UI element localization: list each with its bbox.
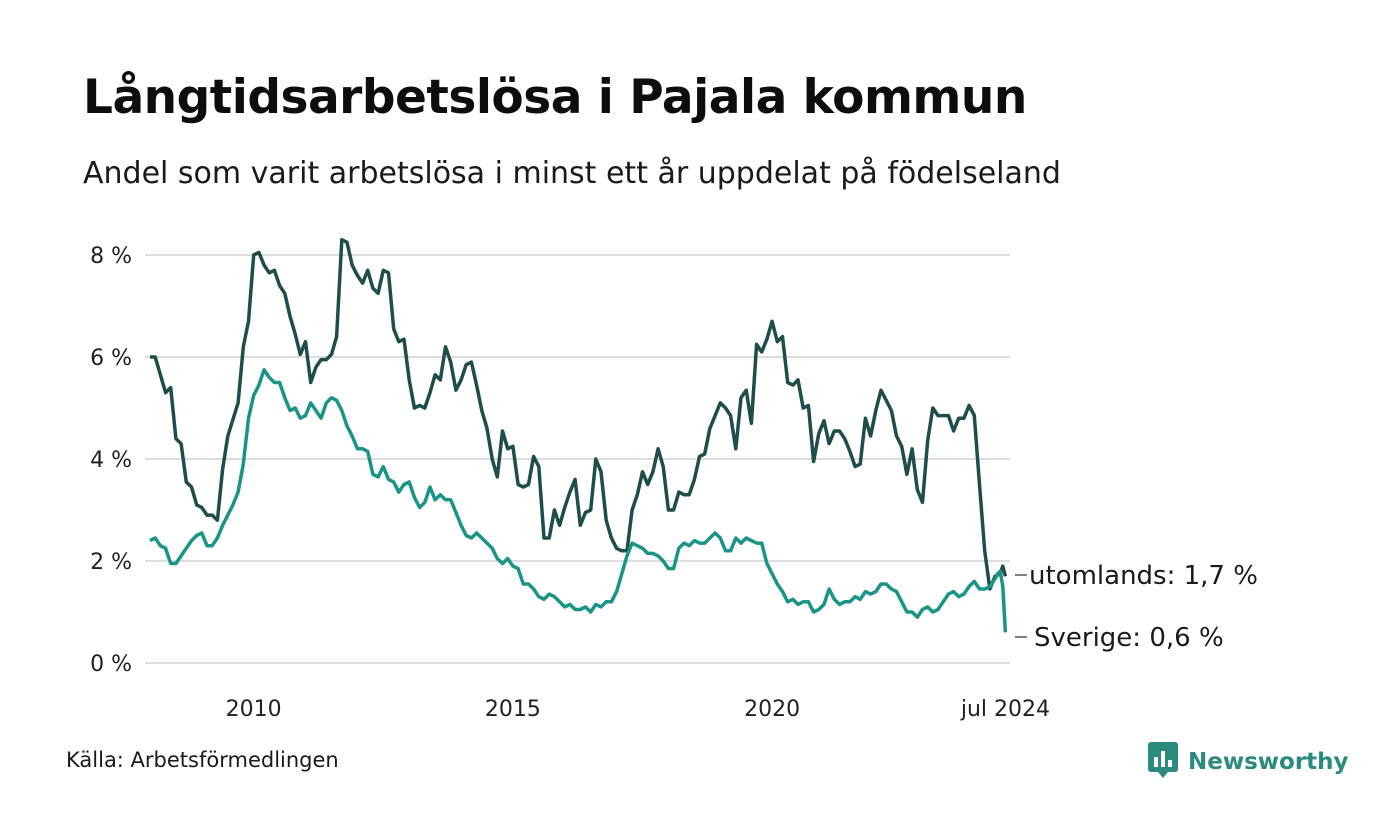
brand-name: Newsworthy [1188,749,1349,775]
source-note: Källa: Arbetsförmedlingen [66,748,339,772]
x-tick-label: 2015 [485,697,541,722]
y-tick-label: 0 % [90,652,132,677]
x-tick-label: 2010 [226,697,282,722]
series-line-sverige [149,368,1008,633]
y-axis-ticks: 0 % 2 % 4 % 6 % 8 % [90,244,132,677]
newsworthy-logo[interactable]: Newsworthy [1148,742,1349,782]
y-tick-label: 2 % [90,550,132,575]
chart-title: Långtidsarbetslösa i Pajala kommun [83,70,1027,125]
y-tick-label: 6 % [90,346,132,371]
end-label-sverige: Sverige: 0,6 % [1034,623,1224,653]
y-tick-label: 8 % [90,244,132,269]
x-tick-label: jul 2024 [960,697,1050,722]
x-tick-label: 2020 [744,697,800,722]
end-label-utomlands: utomlands: 1,7 % [1029,561,1258,591]
bar-chart-logo-icon [1148,742,1178,782]
y-tick-label: 4 % [90,448,132,473]
grid-lines [145,254,1010,664]
series-line-utomlands [150,237,1008,591]
chart-subtitle: Andel som varit arbetslösa i minst ett å… [83,156,1061,191]
series-end-labels: utomlands: 1,7 % Sverige: 0,6 % [1015,561,1258,653]
x-axis-ticks: 2010 2015 2020 jul 2024 [226,697,1050,722]
series-lines [149,237,1008,633]
